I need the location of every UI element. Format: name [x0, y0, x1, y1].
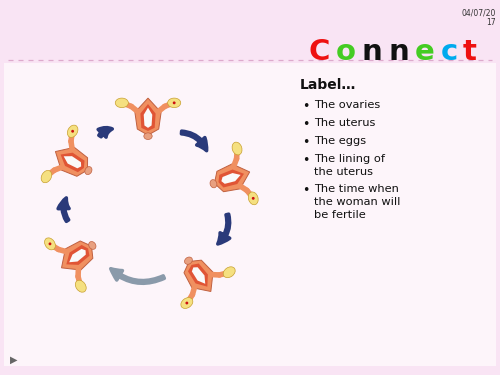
Text: The uterus: The uterus	[314, 118, 376, 128]
Ellipse shape	[76, 280, 86, 292]
Ellipse shape	[85, 166, 92, 175]
Text: Label…: Label…	[300, 78, 356, 92]
FancyArrowPatch shape	[218, 214, 230, 244]
Ellipse shape	[168, 98, 180, 108]
Text: The ovaries: The ovaries	[314, 100, 380, 110]
Text: ▶: ▶	[10, 355, 18, 365]
Ellipse shape	[144, 133, 152, 140]
Ellipse shape	[68, 125, 78, 137]
Text: •: •	[302, 136, 310, 149]
Ellipse shape	[48, 242, 51, 245]
Ellipse shape	[181, 298, 193, 309]
Bar	[0, 0, 500, 58]
Ellipse shape	[252, 197, 254, 200]
Text: •: •	[302, 100, 310, 113]
Text: •: •	[302, 118, 310, 131]
Ellipse shape	[210, 180, 217, 188]
Ellipse shape	[116, 98, 128, 108]
Ellipse shape	[248, 192, 258, 205]
Text: 04/07/20
17: 04/07/20 17	[462, 8, 496, 27]
Polygon shape	[60, 153, 84, 172]
Ellipse shape	[232, 142, 242, 155]
Polygon shape	[184, 260, 213, 291]
Ellipse shape	[71, 130, 74, 133]
Text: •: •	[302, 154, 310, 167]
Bar	[4, 63, 496, 366]
Text: n: n	[388, 38, 409, 66]
Polygon shape	[218, 170, 244, 188]
Ellipse shape	[173, 101, 176, 104]
Ellipse shape	[41, 171, 51, 183]
Text: e: e	[415, 38, 434, 66]
Text: o: o	[336, 38, 355, 66]
Ellipse shape	[44, 238, 56, 250]
Text: The eggs: The eggs	[314, 136, 366, 146]
Polygon shape	[56, 147, 88, 176]
Polygon shape	[135, 98, 161, 135]
Polygon shape	[62, 241, 93, 270]
FancyArrowPatch shape	[98, 128, 112, 137]
Text: t: t	[462, 38, 476, 66]
Polygon shape	[192, 267, 205, 284]
Text: c: c	[440, 38, 458, 66]
Text: The lining of
the uterus: The lining of the uterus	[314, 154, 385, 177]
Polygon shape	[140, 104, 156, 131]
Text: •: •	[302, 184, 310, 197]
Ellipse shape	[186, 302, 188, 304]
Ellipse shape	[223, 267, 235, 278]
Polygon shape	[69, 249, 86, 262]
FancyArrowPatch shape	[182, 131, 206, 151]
FancyArrowPatch shape	[110, 268, 164, 284]
Polygon shape	[64, 156, 81, 168]
Polygon shape	[66, 245, 90, 265]
Polygon shape	[222, 173, 240, 184]
Polygon shape	[188, 264, 208, 286]
Ellipse shape	[88, 242, 96, 249]
Polygon shape	[214, 164, 250, 192]
Text: C: C	[308, 38, 330, 66]
Text: The time when
the woman will
be fertile: The time when the woman will be fertile	[314, 184, 400, 220]
Text: n: n	[362, 38, 382, 66]
Polygon shape	[144, 108, 152, 128]
Ellipse shape	[184, 257, 192, 264]
FancyArrowPatch shape	[58, 198, 69, 221]
